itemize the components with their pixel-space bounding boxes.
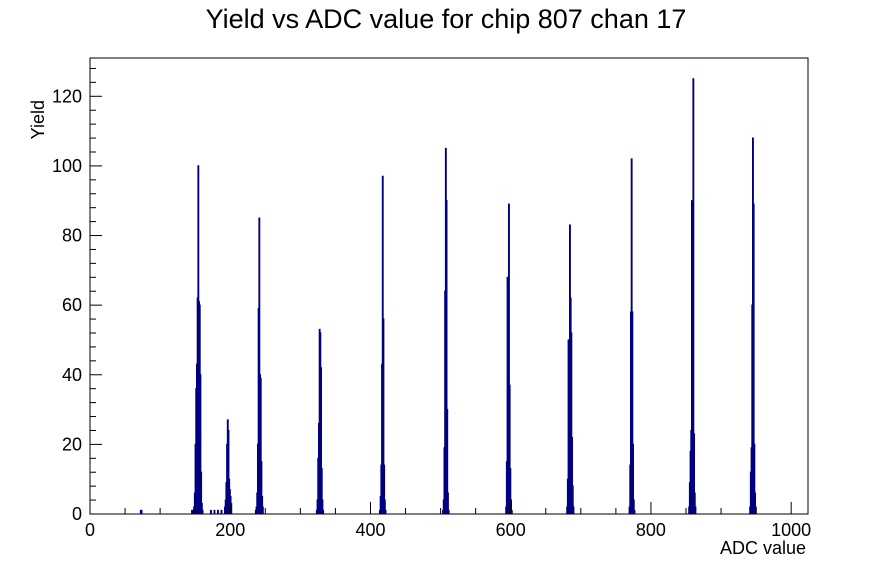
histogram-bin xyxy=(384,509,387,514)
histogram-bin xyxy=(320,468,323,514)
x-tick-label: 200 xyxy=(215,520,245,540)
histogram-bin xyxy=(509,468,512,514)
chart-title: Yield vs ADC value for chip 807 chan 17 xyxy=(206,4,687,34)
y-tick-label: 100 xyxy=(52,156,82,176)
histogram-bin xyxy=(632,499,635,514)
histogram-bin xyxy=(320,367,322,514)
histogram-bin xyxy=(447,509,450,514)
histogram-bin xyxy=(259,377,262,514)
histogram-bin xyxy=(508,384,511,514)
histogram-bin xyxy=(694,506,697,514)
histogram-bin xyxy=(260,461,263,514)
plot-frame xyxy=(89,57,809,515)
histogram-bin xyxy=(446,492,449,514)
histogram-bin xyxy=(261,495,264,514)
histogram-bin xyxy=(220,509,223,514)
axis-ticks: 0 200 400 600 800 1000 0 20 40 60 80 100 120 xyxy=(52,67,811,540)
y-tick-label: 20 xyxy=(62,434,82,454)
histogram-bin xyxy=(230,502,233,514)
histogram-bin xyxy=(633,509,636,514)
histogram-bin xyxy=(383,499,386,514)
y-tick-label: 40 xyxy=(62,365,82,385)
histogram-bin xyxy=(752,203,755,514)
y-axis-label: Yield xyxy=(28,100,48,139)
histogram-bin xyxy=(691,200,693,514)
histogram-bin xyxy=(445,200,448,514)
histogram-bin xyxy=(261,506,264,514)
histogram-bin xyxy=(632,443,635,514)
histogram-bin xyxy=(571,436,574,514)
histogram-bin xyxy=(199,374,202,514)
histogram-bin xyxy=(631,311,634,514)
x-tick-label: 800 xyxy=(636,520,666,540)
histogram-bin xyxy=(227,429,230,514)
histogram-bin xyxy=(693,433,696,514)
histogram-bin xyxy=(217,509,219,514)
histogram-bin xyxy=(210,509,212,514)
histogram-bin xyxy=(446,408,449,514)
histogram-bin xyxy=(383,464,386,514)
histogram-bin xyxy=(213,509,216,514)
histogram-bin xyxy=(571,485,574,514)
histogram-bin xyxy=(140,509,143,514)
histogram-bin xyxy=(322,509,325,514)
histogram-bin xyxy=(754,492,757,514)
histogram-bin xyxy=(200,471,203,514)
histogram-bin xyxy=(382,318,385,514)
y-tick-label: 0 xyxy=(72,504,82,524)
x-axis-label: ADC value xyxy=(720,538,806,558)
histogram-bin xyxy=(321,499,324,514)
histogram-bin xyxy=(201,509,204,514)
y-tick-label: 80 xyxy=(62,226,82,246)
y-tick-label: 120 xyxy=(52,86,82,106)
histogram-bin xyxy=(510,509,513,514)
x-tick-label: 600 xyxy=(496,520,526,540)
x-tick-label: 1000 xyxy=(771,520,811,540)
histogram-bin xyxy=(693,492,696,514)
histogram-bin xyxy=(692,78,695,514)
plot-area xyxy=(139,78,757,514)
x-tick-label: 0 xyxy=(85,520,95,540)
histogram-bin xyxy=(570,332,573,514)
histogram-bin xyxy=(572,506,575,514)
histogram-bin xyxy=(258,217,261,514)
histogram-bin xyxy=(200,502,203,514)
y-tick-label: 60 xyxy=(62,295,82,315)
histogram-bin xyxy=(508,203,510,514)
x-tick-label: 400 xyxy=(355,520,385,540)
histogram-bin xyxy=(753,443,756,514)
